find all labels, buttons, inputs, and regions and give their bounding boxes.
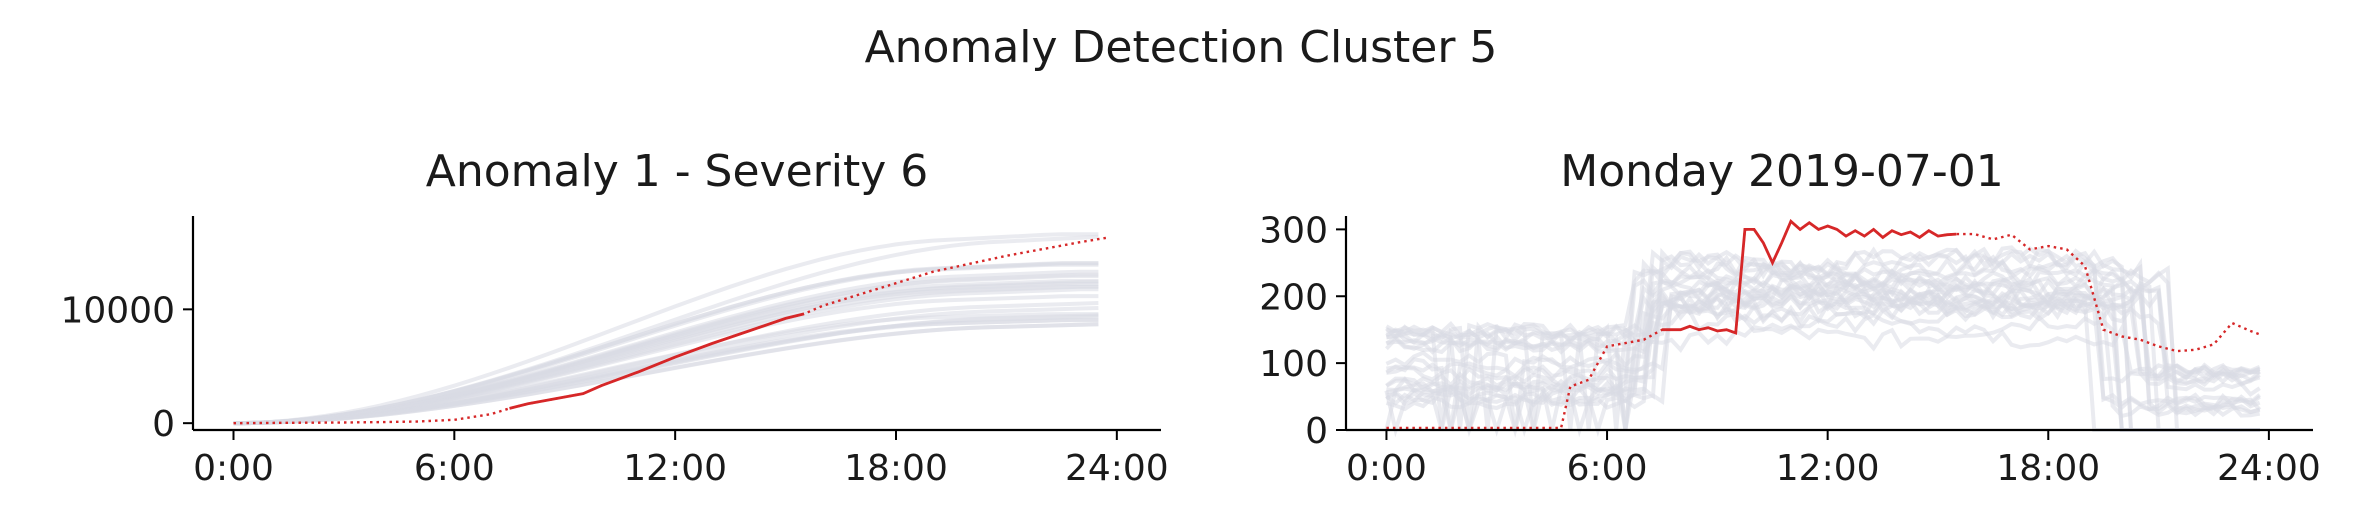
background-series-line — [1385, 245, 2261, 431]
x-tick-group: 0:00 6:00 12:00 18:00 24:00 — [193, 430, 1169, 489]
background-series-group — [1384, 245, 2262, 438]
y-tick-label: 200 — [1259, 277, 1328, 318]
anomaly-series-dotted — [233, 236, 1108, 425]
background-series-line — [233, 281, 1099, 426]
background-series-line — [233, 279, 1099, 426]
x-tick-label: 18:00 — [1996, 448, 2100, 489]
background-series-line — [233, 232, 1099, 426]
chart-title: Anomaly 1 - Severity 6 — [426, 146, 929, 197]
background-series-group — [233, 232, 1099, 426]
x-tick-label: 0:00 — [1346, 448, 1427, 489]
x-tick-label: 18:00 — [844, 448, 948, 489]
y-tick-label: 0 — [152, 404, 175, 445]
figure-suptitle: Anomaly Detection Cluster 5 — [865, 22, 1498, 73]
chart-panel-1: Anomaly 1 - Severity 6 0:00 6:00 12:00 18:0… — [60, 146, 1168, 489]
chart-title: Monday 2019-07-01 — [1560, 146, 2003, 197]
background-series-line — [1386, 247, 2261, 431]
y-tick-label: 300 — [1259, 210, 1328, 251]
anomaly-series-group — [1386, 218, 2261, 430]
anomaly-series-solid — [1662, 218, 1957, 335]
x-tick-label: 12:00 — [1776, 448, 1880, 489]
anomaly-series-solid — [509, 312, 805, 410]
anomaly-series-group — [233, 236, 1108, 425]
x-tick-label: 0:00 — [193, 448, 274, 489]
x-tick-group: 0:00 6:00 12:00 18:00 24:00 — [1346, 430, 2321, 489]
y-tick-label: 0 — [1305, 411, 1328, 452]
x-tick-label: 12:00 — [623, 448, 727, 489]
x-tick-label: 6:00 — [1567, 448, 1648, 489]
chart-panel-2: Monday 2019-07-01 0:00 6:00 12:00 18:00 24:0… — [1259, 146, 2320, 489]
y-tick-group: 0 100 200 300 — [1259, 210, 1346, 452]
x-tick-label: 24:00 — [2217, 448, 2321, 489]
background-series-line — [233, 279, 1099, 426]
y-tick-group: 0 10000 — [60, 290, 193, 445]
background-series-line — [1386, 283, 2260, 432]
y-tick-label: 10000 — [60, 290, 175, 331]
y-tick-label: 100 — [1259, 344, 1328, 385]
x-tick-label: 24:00 — [1065, 448, 1169, 489]
x-tick-label: 6:00 — [414, 448, 495, 489]
background-series-line — [1386, 270, 2261, 437]
